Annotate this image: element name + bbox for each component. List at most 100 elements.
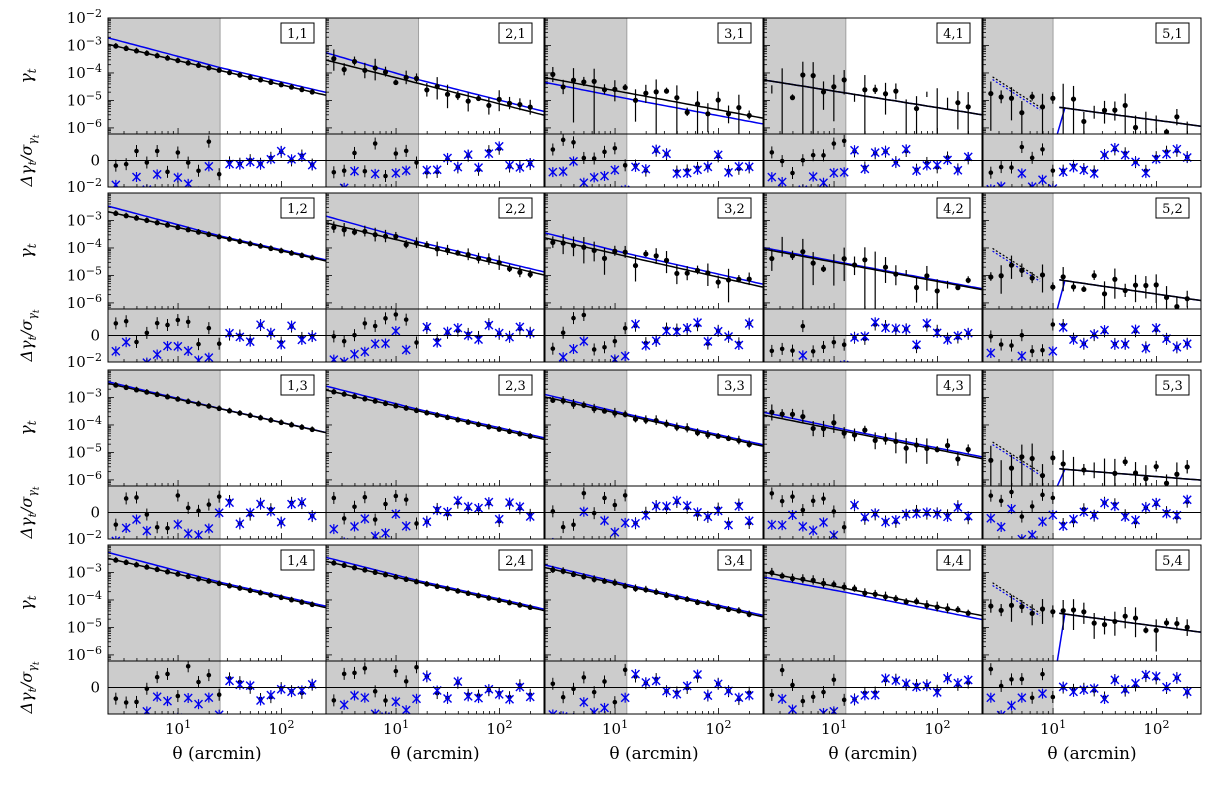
residual-point [1029,348,1035,354]
residual-point [612,502,618,508]
residual-point [341,168,347,174]
data-point [362,567,368,573]
panel-4-2: 4,2 [763,192,983,363]
residual-point [1050,168,1056,173]
data-point [570,571,577,578]
y-tick-label: 10−2 [67,176,102,196]
data-point [424,87,430,93]
data-point [288,422,295,428]
main-plot-area [545,393,763,448]
data-point [434,583,440,590]
data-point [1050,284,1056,290]
data-point [643,417,649,423]
data-point [674,95,680,101]
residual-point [341,338,347,344]
x-axis-label: θ (arcmin) [390,744,479,764]
data-point [195,401,202,407]
data-point [309,255,315,261]
panel-label: 2,4 [498,549,533,571]
residual-point [841,697,847,703]
model-blue-dotted [992,584,1041,617]
residual-plot-area [767,134,973,187]
residual-blue-cross [819,361,821,362]
y-tick-label: 10−2 [67,351,102,371]
model-blue-line [764,246,982,290]
residual-plot-area [767,487,973,539]
data-point [1163,129,1170,134]
data-point [851,262,858,268]
residual-point [165,525,170,531]
data-point [372,65,378,71]
residual-frame [982,308,1202,363]
data-point [550,567,556,573]
data-point [506,266,513,272]
panel-label-text: 4,3 [943,379,964,394]
residual-point [622,667,628,673]
model-blue-line [545,81,763,125]
panel-1-2: 1,2 10−3 10−4 10−5 10−6 0 10−2 γt Δγt/σγt [17,192,327,371]
data-point [965,610,971,616]
data-point [581,79,587,85]
residual-blue-cross [344,183,349,187]
data-point [288,597,295,603]
excluded-region [983,18,1054,187]
panel-3-4: 3,4 101 102 θ (arcmin) [544,544,764,764]
residual-point [1009,343,1014,348]
residual-point [988,334,994,339]
data-point [705,111,711,117]
panel-5-1: 5,1 [982,17,1202,188]
residual-point [841,138,847,144]
data-point [674,270,680,277]
data-point [1060,461,1066,467]
residual-blue-cross [809,724,817,732]
data-point [123,384,129,391]
data-point [1029,610,1035,617]
data-point [1050,455,1056,461]
residual-point [185,505,191,511]
data-point [185,398,191,405]
residual-blue-cross [339,183,345,187]
residual-point [383,501,388,507]
residual-point [134,339,139,345]
data-point [998,273,1004,279]
data-point [663,592,670,598]
excluded-region [326,370,419,539]
data-point [144,217,150,224]
data-point [674,424,680,430]
data-point [257,77,264,83]
residual-point [414,521,419,526]
panel-3-1: 3,1 [544,17,764,188]
data-point [1008,602,1015,608]
data-point [725,606,732,613]
data-point [550,239,556,245]
panel-label: 1,4 [280,549,315,571]
residual-point [1040,671,1045,677]
excluded-region [764,545,846,714]
data-point [341,562,347,569]
residual-point [988,493,994,498]
residual-point [560,694,566,700]
data-point [1039,606,1046,612]
residual-point [134,699,139,705]
residual-point [372,689,378,694]
data-point [372,232,378,238]
data-point [934,604,940,610]
data-point [455,250,461,256]
data-point [643,587,649,593]
data-point [632,97,639,103]
residual-plot-area [548,487,754,539]
data-point [1122,459,1128,465]
residual-point [591,689,597,695]
residual-frame [982,133,1202,188]
data-point [581,402,587,408]
residual-point [341,671,347,677]
data-point [800,72,806,78]
data-point [341,66,347,73]
residual-point [393,668,399,674]
data-point [601,408,608,414]
data-point [831,84,837,90]
data-point [299,599,305,605]
data-point [527,104,533,110]
panel-label: 5,4 [1155,549,1190,571]
data-point [1174,114,1180,120]
